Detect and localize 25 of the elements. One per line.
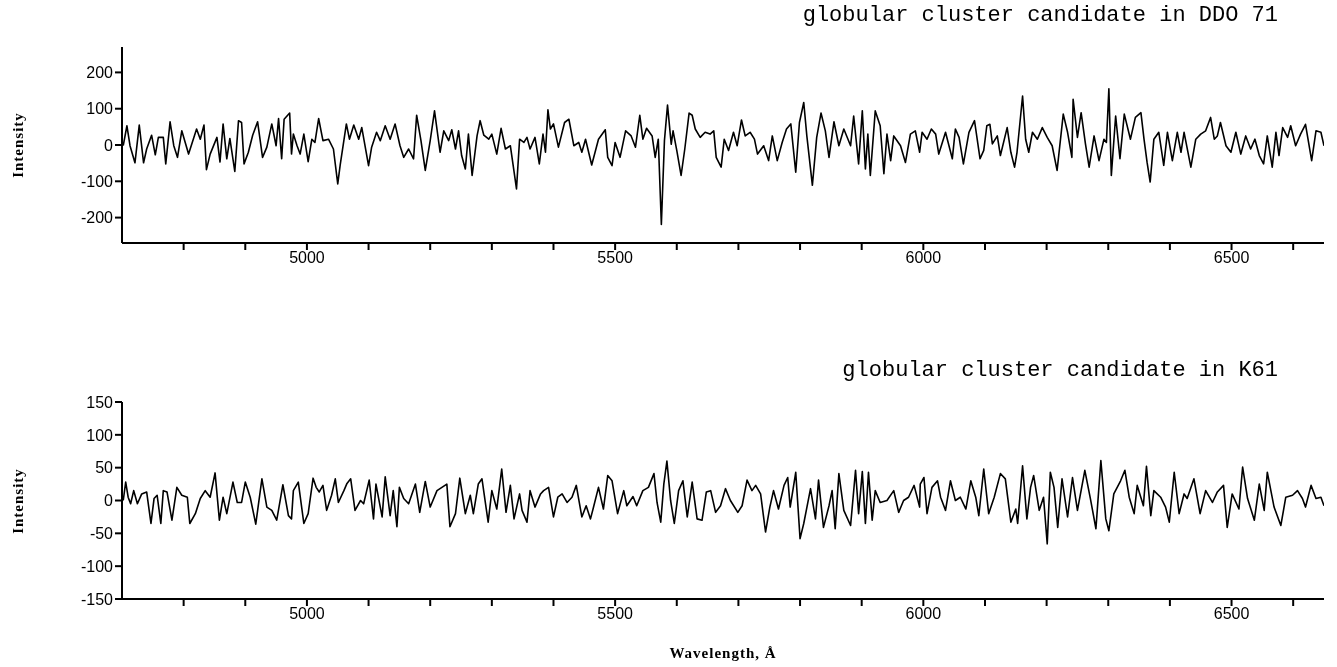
x-tick-label: 6500 [1213, 249, 1250, 267]
x-tick-label: 6500 [1213, 605, 1250, 623]
y-axis-title: Intensity [9, 467, 27, 534]
x-tick-label: 6000 [905, 249, 942, 267]
y-tick-label: 0 [104, 492, 114, 510]
x-tick-label: 6000 [905, 605, 942, 623]
y-tick-label: 200 [86, 64, 114, 82]
y-tick-label: 100 [86, 100, 114, 118]
chart-title: globular cluster candidate in DDO 71 [802, 3, 1278, 28]
y-tick-label: -50 [89, 525, 114, 543]
y-tick-label: -100 [80, 557, 114, 575]
x-tick-label: 5500 [597, 605, 634, 623]
y-tick-label: 150 [86, 393, 114, 411]
y-tick-label: 50 [95, 459, 114, 477]
y-tick-label: -100 [80, 172, 114, 190]
y-axis-title: Intensity [9, 112, 27, 178]
y-tick-label: -200 [80, 209, 114, 227]
x-tick-label: 5000 [289, 249, 325, 267]
y-tick-label: 0 [104, 136, 114, 154]
x-axis-title: Wavelength, Å [669, 645, 777, 662]
chart-title: globular cluster candidate in K61 [842, 358, 1278, 383]
x-tick-label: 5000 [289, 605, 325, 623]
y-tick-label: 100 [86, 426, 114, 444]
x-tick-label: 5500 [597, 249, 634, 267]
y-tick-label: -150 [80, 590, 114, 608]
